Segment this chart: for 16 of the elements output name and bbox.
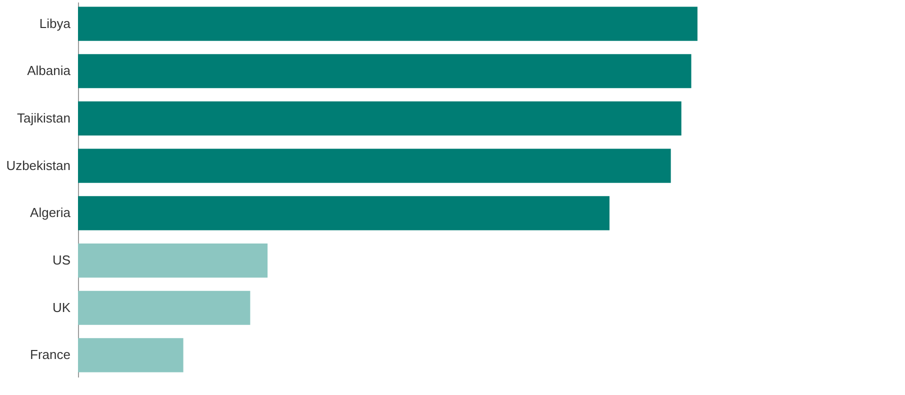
y-tick-label: US	[52, 252, 71, 268]
y-tick-label: Uzbekistan	[6, 158, 70, 173]
bar	[78, 6, 698, 41]
bar	[78, 290, 250, 325]
bar	[78, 338, 184, 372]
bar	[78, 196, 610, 230]
y-tick-label: UK	[52, 300, 71, 315]
bar	[78, 54, 692, 88]
y-tick-label: France	[30, 347, 70, 362]
y-tick-label: Algeria	[30, 205, 72, 220]
y-tick-label: Albania	[27, 63, 72, 78]
bar	[78, 101, 682, 136]
bar	[78, 243, 268, 278]
bar	[78, 148, 671, 183]
y-tick-label: Tajikistan	[17, 110, 70, 126]
y-tick-label: Libya	[39, 16, 72, 31]
